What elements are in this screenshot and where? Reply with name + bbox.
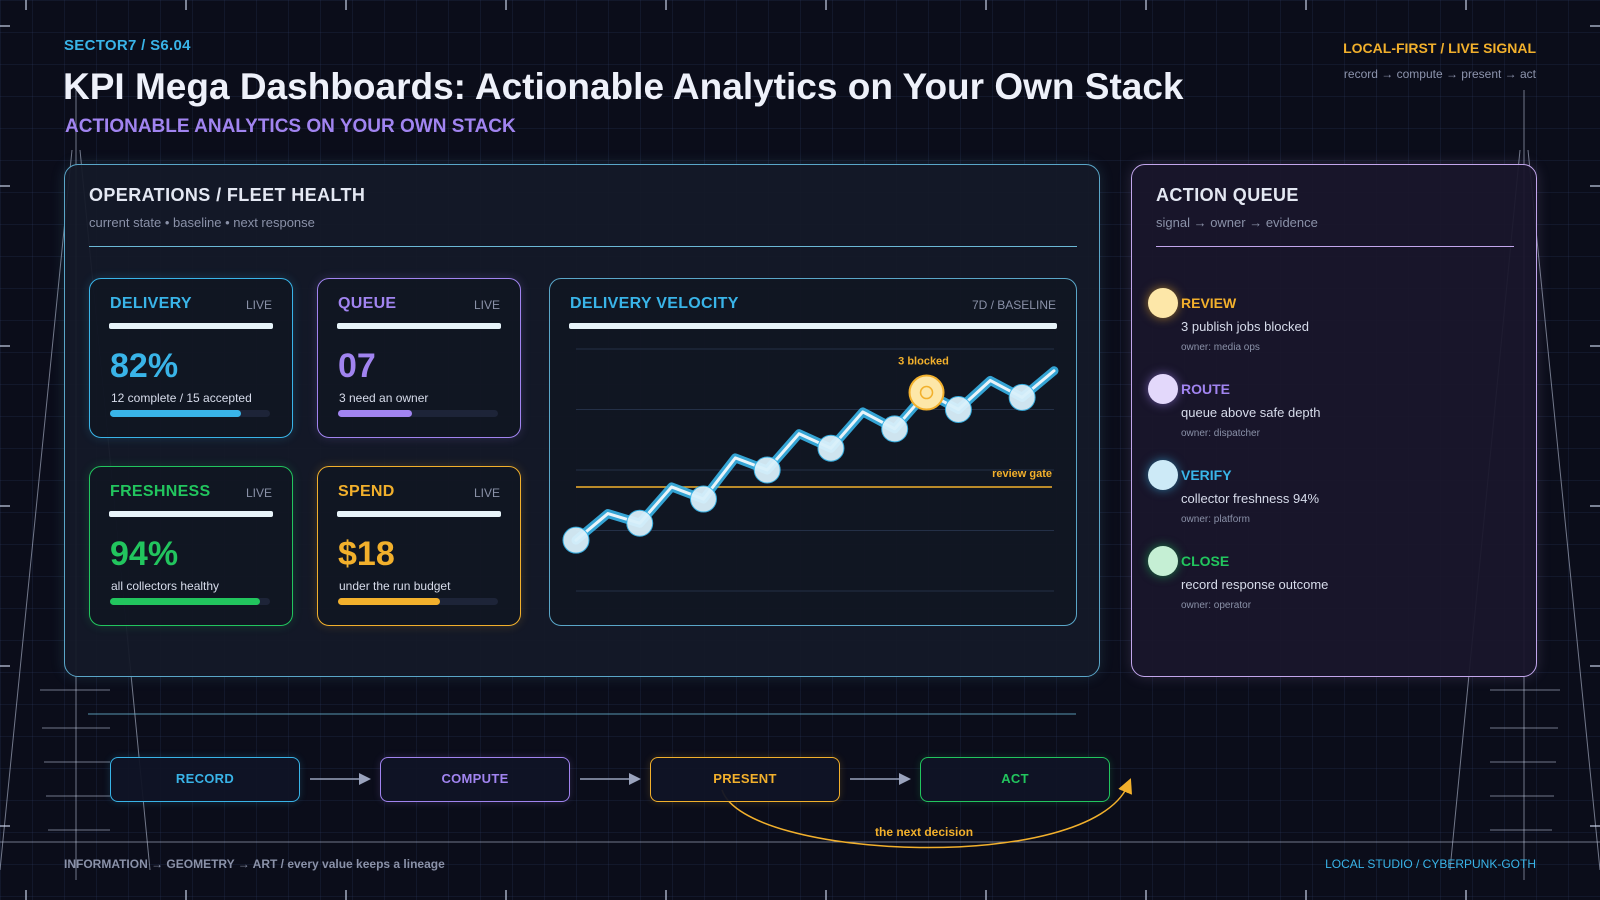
kpi-card-freshness[interactable]: FRESHNESS LIVE 94% all collectors health…	[89, 466, 293, 626]
kpi-value: 07	[338, 347, 376, 385]
queue-divider	[1156, 246, 1514, 247]
queue-item-description: 3 publish jobs blocked	[1181, 319, 1309, 334]
queue-item-owner: owner: operator	[1181, 600, 1252, 611]
kpi-progress-fill	[110, 410, 242, 417]
velocity-point	[817, 434, 845, 462]
kpi-value: 94%	[110, 535, 179, 573]
sector-label: SECTOR7 / S6.04	[64, 37, 191, 54]
chart-plot: review gate 3 blocked	[562, 348, 1059, 592]
action-queue-panel: ACTION QUEUE signal → owner → evidence R…	[1131, 164, 1537, 677]
live-badge: LIVE	[473, 298, 500, 312]
review-gate-label: review gate	[992, 468, 1052, 480]
kpi-progress-track	[338, 598, 498, 605]
kpi-progress-fill	[338, 410, 412, 417]
kpi-description: under the run budget	[339, 579, 451, 593]
status-dot-icon	[1148, 374, 1178, 404]
chart-range-label: 7D / BASELINE	[971, 298, 1056, 312]
pipeline-step-present[interactable]: PRESENT	[650, 757, 840, 802]
velocity-point	[753, 456, 781, 484]
velocity-point	[562, 526, 590, 554]
kpi-rule	[337, 323, 501, 329]
kpi-value: $18	[338, 535, 395, 573]
velocity-series-highlight	[574, 369, 1056, 542]
kpi-progress-fill	[110, 598, 261, 605]
velocity-point	[944, 396, 972, 423]
operations-panel: OPERATIONS / FLEET HEALTH current state …	[64, 164, 1100, 677]
pipeline-step-record[interactable]: RECORD	[110, 757, 300, 802]
pipeline-step-act[interactable]: ACT	[920, 757, 1110, 802]
kpi-description: 12 complete / 15 accepted	[111, 391, 252, 405]
status-dot-icon	[1148, 546, 1178, 576]
queue-item-label: VERIFY	[1181, 467, 1232, 483]
queue-item-close[interactable]: CLOSE record response outcome owner: ope…	[1148, 546, 1518, 616]
chart-rule	[569, 323, 1057, 329]
kpi-rule	[109, 511, 273, 517]
kpi-label: FRESHNESS	[110, 483, 211, 500]
kpi-progress-track	[110, 410, 270, 417]
queue-item-verify[interactable]: VERIFY collector freshness 94% owner: pl…	[1148, 460, 1518, 530]
kpi-progress-track	[110, 598, 270, 605]
live-badge: LIVE	[245, 298, 272, 312]
kpi-rule	[337, 511, 501, 517]
queue-item-review[interactable]: REVIEW 3 publish jobs blocked owner: med…	[1148, 288, 1518, 358]
blocked-annotation: 3 blocked	[898, 356, 949, 368]
kpi-card-spend[interactable]: SPEND LIVE $18 under the run budget	[317, 466, 521, 626]
kpi-description: all collectors healthy	[111, 579, 220, 593]
queue-item-label: REVIEW	[1181, 295, 1237, 311]
live-badge: LIVE	[473, 486, 500, 500]
kpi-card-delivery[interactable]: DELIVERY LIVE 82% 12 complete / 15 accep…	[89, 278, 293, 438]
pipeline-step-compute[interactable]: COMPUTE	[380, 757, 570, 802]
queue-item-label: CLOSE	[1181, 553, 1230, 569]
kpi-progress-track	[338, 410, 498, 417]
queue-title: ACTION QUEUE	[1156, 185, 1299, 205]
velocity-point	[689, 485, 717, 513]
velocity-point	[881, 415, 909, 443]
queue-item-description: queue above safe depth	[1181, 405, 1321, 420]
kpi-rule	[109, 323, 273, 329]
velocity-point	[626, 509, 654, 537]
queue-item-route[interactable]: ROUTE queue above safe depth owner: disp…	[1148, 374, 1518, 444]
page-subtitle: ACTIONABLE ANALYTICS ON YOUR OWN STACK	[65, 116, 516, 137]
live-badge: LIVE	[245, 486, 272, 500]
signal-flow: record → compute → present → act	[1343, 67, 1536, 81]
queue-item-description: collector freshness 94%	[1181, 491, 1320, 506]
status-dot-icon	[1148, 460, 1178, 490]
chart-title: DELIVERY VELOCITY	[570, 295, 739, 312]
blocked-marker-icon	[908, 374, 945, 411]
queue-item-owner: owner: platform	[1181, 514, 1250, 525]
queue-item-owner: owner: dispatcher	[1181, 428, 1260, 439]
kpi-card-queue[interactable]: QUEUE LIVE 07 3 need an owner	[317, 278, 521, 438]
queue-item-label: ROUTE	[1181, 381, 1230, 397]
panel-divider	[89, 246, 1077, 247]
queue-item-description: record response outcome	[1181, 577, 1329, 592]
queue-item-owner: owner: media ops	[1181, 342, 1260, 353]
velocity-point	[1008, 383, 1036, 411]
loop-label: the next decision	[875, 825, 974, 839]
panel-title: OPERATIONS / FLEET HEALTH	[89, 185, 366, 205]
status-dot-icon	[1148, 288, 1178, 318]
kpi-progress-fill	[338, 598, 441, 605]
queue-subtitle: signal → owner → evidence	[1156, 215, 1318, 230]
kpi-label: QUEUE	[338, 295, 397, 312]
kpi-value: 82%	[110, 347, 179, 385]
kpi-description: 3 need an owner	[339, 391, 429, 405]
feedback-loop-arrow-icon	[721, 778, 1132, 849]
kpi-label: DELIVERY	[110, 295, 192, 312]
footer-credit: LOCAL STUDIO / CYBERPUNK-GOTH	[1325, 857, 1536, 871]
delivery-velocity-chart: DELIVERY VELOCITY 7D / BASELINE review g…	[549, 278, 1077, 626]
footer-tagline: INFORMATION → GEOMETRY → ART / every val…	[64, 857, 445, 871]
blocked-marker-ring	[919, 385, 934, 400]
kpi-label: SPEND	[338, 483, 395, 500]
signal-tag: LOCAL-FIRST / LIVE SIGNAL	[1343, 40, 1536, 56]
panel-subtitle: current state • baseline • next response	[89, 215, 315, 230]
page-title: KPI Mega Dashboards: Actionable Analytic…	[63, 66, 1184, 107]
